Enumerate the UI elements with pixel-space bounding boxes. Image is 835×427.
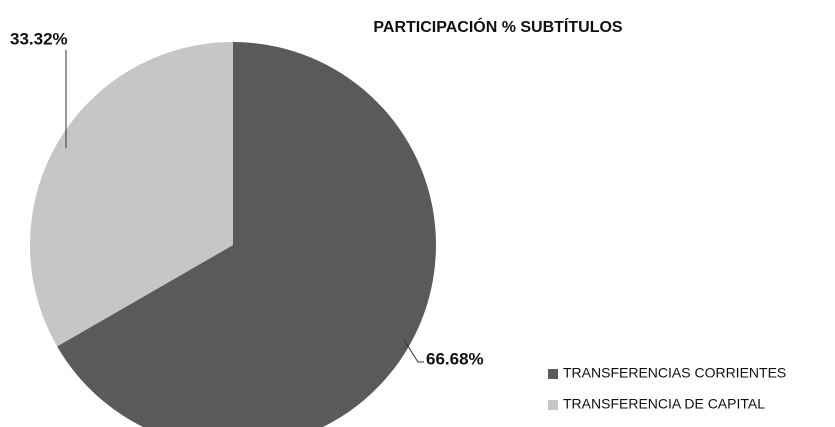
value-label: 66.68% [426,349,484,368]
value-label: 33.32% [10,29,68,48]
legend-swatch [548,369,558,379]
leader-line [403,339,424,363]
legend-label: TRANSFERENCIA DE CAPITAL [563,396,765,412]
legend-swatch [548,400,558,410]
chart-title: PARTICIPACIÓN % SUBTÍTULOS [373,17,623,36]
pie-slice [57,42,436,427]
pie-slice [29,42,234,347]
legend-label: TRANSFERENCIAS CORRIENTES [563,365,786,381]
